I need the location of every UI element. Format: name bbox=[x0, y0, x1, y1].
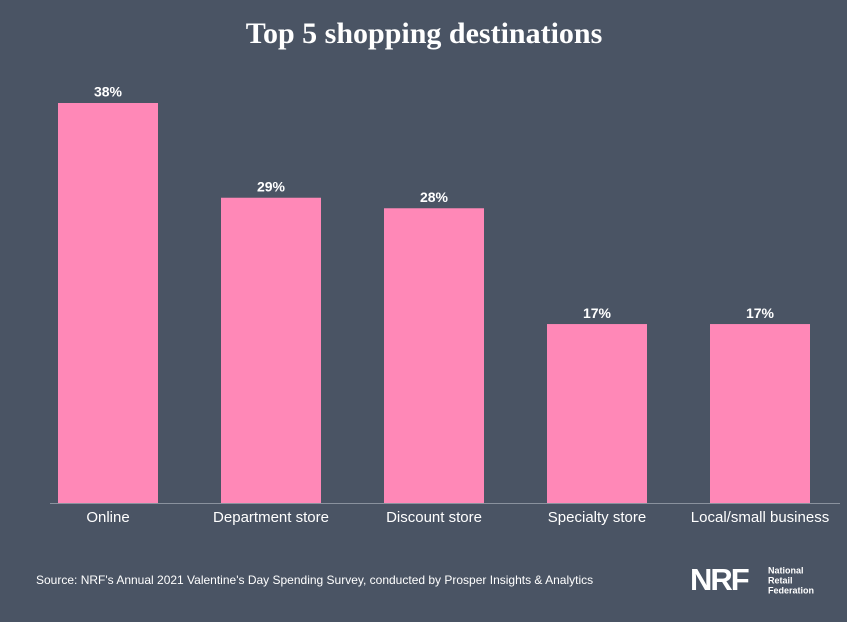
value-label: 28% bbox=[420, 189, 449, 205]
value-label: 17% bbox=[583, 305, 612, 321]
x-tick-label: Discount store bbox=[386, 509, 482, 526]
logo-text: Retail bbox=[768, 575, 793, 585]
bar bbox=[58, 103, 158, 503]
x-tick-label: Online bbox=[86, 509, 129, 526]
x-tick-label: Specialty store bbox=[548, 509, 646, 526]
x-tick-label: Department store bbox=[213, 509, 329, 526]
logo-text: Federation bbox=[768, 585, 814, 595]
source-note: Source: NRF's Annual 2021 Valentine's Da… bbox=[36, 573, 593, 587]
logo: NRF bbox=[690, 562, 749, 597]
value-label: 29% bbox=[257, 178, 286, 194]
bar bbox=[384, 208, 484, 503]
value-label: 17% bbox=[746, 305, 775, 321]
bar bbox=[710, 324, 810, 503]
bar bbox=[547, 324, 647, 503]
value-label: 38% bbox=[94, 84, 123, 100]
x-tick-label: Local/small business bbox=[691, 509, 829, 526]
chart-title: Top 5 shopping destinations bbox=[246, 17, 603, 50]
logo-text: National bbox=[768, 565, 804, 575]
bar bbox=[221, 197, 321, 503]
